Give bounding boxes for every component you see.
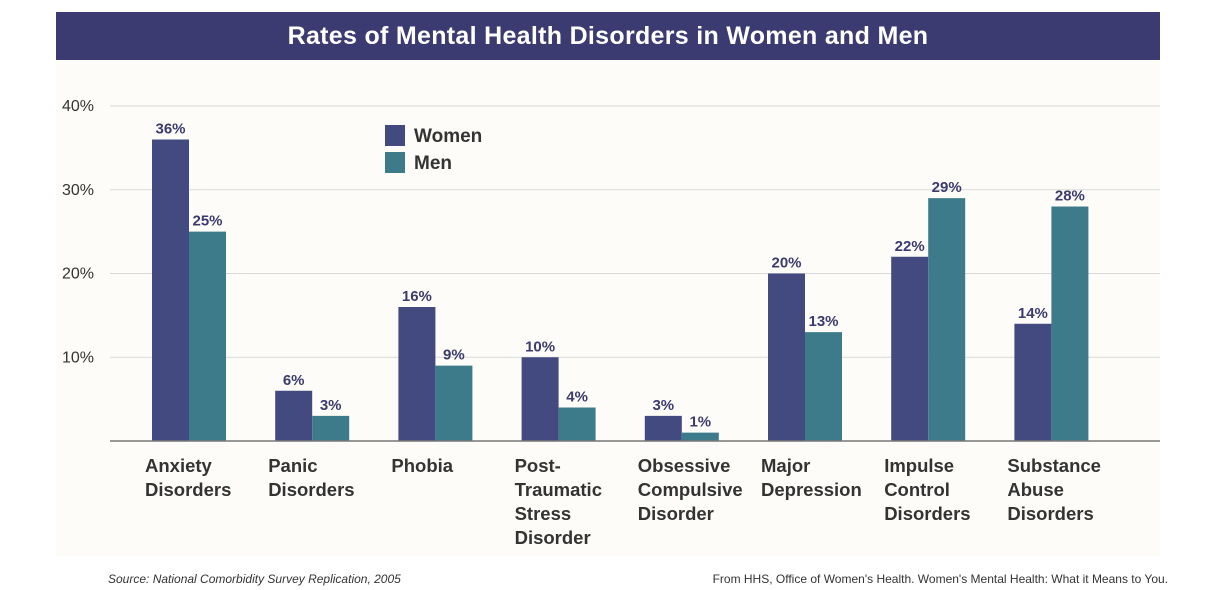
category-label: Compulsive: [638, 479, 743, 500]
category-label: Panic: [268, 455, 317, 476]
bar-women: [891, 256, 929, 441]
category-label: Control: [884, 479, 950, 500]
category-label: Major: [761, 455, 810, 476]
category-label: Abuse: [1007, 479, 1064, 500]
data-label: 6%: [283, 372, 305, 389]
category-label: Obsessive: [638, 455, 731, 476]
data-label: 36%: [155, 121, 185, 138]
data-label: 16%: [402, 288, 432, 305]
data-label: 1%: [689, 414, 711, 431]
data-label: 4%: [566, 389, 588, 406]
category-label: Stress: [515, 503, 572, 524]
legend-swatch-men: [385, 152, 405, 173]
y-tick-label: 30%: [62, 182, 94, 199]
y-tick-label: 40%: [62, 98, 94, 115]
bar-men: [1051, 206, 1089, 441]
category-label: Disorder: [515, 527, 591, 548]
data-label: 10%: [525, 338, 555, 355]
legend-label-men: Men: [414, 153, 452, 174]
category-label: Anxiety: [145, 455, 213, 476]
source-note: Source: National Comorbidity Survey Repl…: [108, 572, 401, 586]
category-label: Disorder: [638, 503, 714, 524]
bar-women: [398, 307, 436, 441]
category-label: Impulse: [884, 455, 954, 476]
data-label: 14%: [1018, 305, 1048, 322]
data-label: 20%: [771, 255, 801, 272]
category-label: Disorders: [884, 503, 970, 524]
chart-panel: [56, 10, 1160, 556]
legend-label-women: Women: [414, 126, 482, 147]
category-label: Traumatic: [515, 479, 602, 500]
bar-men: [558, 407, 596, 441]
data-label: 22%: [895, 238, 925, 255]
category-label: Post-: [515, 455, 561, 476]
data-label: 29%: [932, 179, 962, 196]
bar-women: [644, 415, 682, 441]
category-label: Substance: [1007, 455, 1101, 476]
bar-women: [521, 357, 559, 441]
bar-men: [435, 365, 473, 441]
data-label: 25%: [192, 213, 222, 230]
category-label: Disorders: [145, 479, 231, 500]
credit-note: From HHS, Office of Women's Health. Wome…: [712, 572, 1168, 586]
category-label: Depression: [761, 479, 862, 500]
category-label: Phobia: [391, 455, 453, 476]
data-label: 13%: [808, 313, 838, 330]
category-label: Disorders: [268, 479, 354, 500]
data-label: 3%: [652, 397, 674, 414]
data-label: 28%: [1055, 188, 1085, 205]
y-tick-label: 20%: [62, 266, 94, 283]
bar-men: [681, 432, 719, 441]
data-label: 3%: [320, 397, 342, 414]
bar-women: [768, 273, 805, 441]
bar-women: [1014, 323, 1052, 441]
category-label: Disorders: [1007, 503, 1093, 524]
y-tick-label: 10%: [62, 349, 94, 366]
bar-women: [152, 139, 189, 441]
bar-men: [189, 231, 226, 441]
legend-swatch-women: [385, 125, 405, 146]
chart-title: Rates of Mental Health Disorders in Wome…: [287, 21, 929, 50]
data-label: 9%: [443, 347, 465, 364]
bar-men: [312, 415, 350, 441]
bar-women: [275, 390, 313, 441]
bar-men: [928, 198, 966, 441]
title-bar: Rates of Mental Health Disorders in Wome…: [56, 12, 1160, 60]
bar-men: [805, 332, 842, 441]
